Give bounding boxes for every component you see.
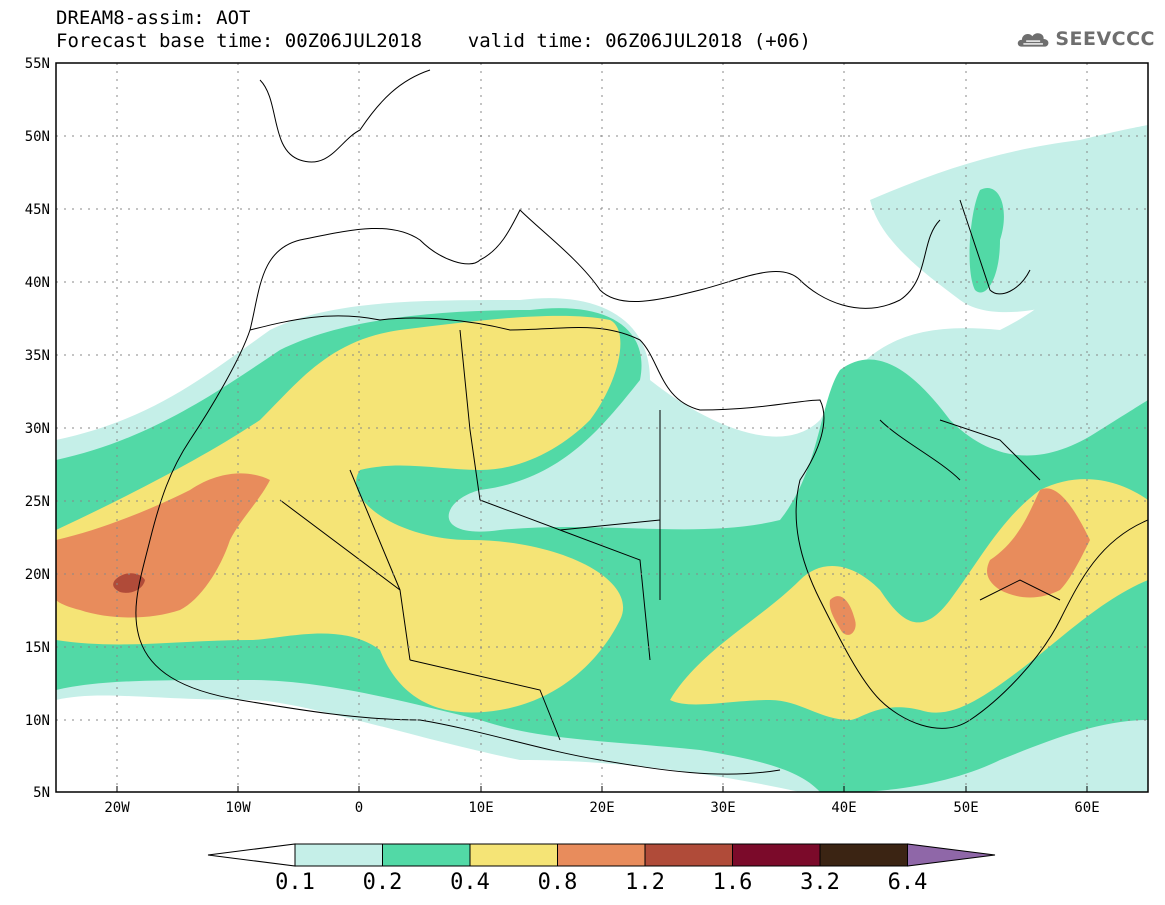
colorbar-level-label: 0.1 [275,870,315,895]
colorbar-over-arrow [907,843,996,867]
colorbar-level-label: 1.2 [625,870,665,895]
lon-label: 30E [710,800,735,816]
lon-label: 60E [1074,800,1099,816]
aot-band-1.2 [113,573,145,593]
aot-band-0.1-caspian [870,125,1148,313]
lon-label: 20W [104,800,130,816]
aot-band-0.8-westafrica [56,473,270,618]
coastlines [135,69,1148,775]
colorbar [207,843,996,867]
lon-label: 10E [468,800,493,816]
lon-label: 40E [831,800,856,816]
colorbar-level-label: 0.4 [450,870,490,895]
lat-label: 50N [25,129,50,145]
forecast-time-subtitle: Forecast base time: 00Z06JUL2018 valid t… [56,30,811,52]
longitude-labels: 20W 10W 0 10E 20E 30E 40E 50E 60E [104,800,1099,816]
colorbar-swatch [469,843,558,867]
colorbar-swatch [382,843,471,867]
lat-label: 5N [33,785,50,801]
graticule [56,63,1148,792]
colorbar-swatch [819,843,908,867]
colorbar-under-arrow [207,843,296,867]
aot-band-0.8-ethiopia [829,596,856,635]
lat-label: 35N [25,348,50,364]
lat-label: 20N [25,567,50,583]
colorbar-level-label: 3.2 [800,870,840,895]
logo-text: SEEVCCC [1055,28,1155,50]
lat-label: 40N [25,275,50,291]
lat-label: 10N [25,713,50,729]
cloud-icon [1017,33,1049,47]
colorbar-level-label: 0.8 [537,870,578,895]
colorbar-level-label: 0.2 [362,870,403,895]
lat-label: 55N [25,56,50,72]
aot-band-0.2-caspian [969,188,1004,293]
lat-label: 30N [25,421,50,437]
lon-label: 10W [225,800,251,816]
colorbar-swatch [732,843,821,867]
colorbar-level-label: 1.6 [712,870,753,895]
colorbar-swatch [294,843,383,867]
map-title: DREAM8-assim: AOT [56,7,251,29]
lon-label: 0 [355,800,363,816]
lon-label: 20E [589,800,614,816]
latitude-labels: 55N 50N 45N 40N 35N 30N 25N 20N 15N 10N … [25,56,50,801]
lat-label: 45N [25,202,50,218]
colorbar-swatch [644,843,733,867]
seevccc-logo: SEEVCCC [1015,20,1155,58]
lon-label: 50E [953,800,978,816]
aot-contours [56,125,1148,792]
aot-band-0.8-oman [987,488,1090,598]
lat-label: 15N [25,640,50,656]
colorbar-level-label: 6.4 [887,870,928,895]
lat-label: 25N [25,494,50,510]
colorbar-swatch [557,843,646,867]
axis-ticks [116,786,1088,792]
